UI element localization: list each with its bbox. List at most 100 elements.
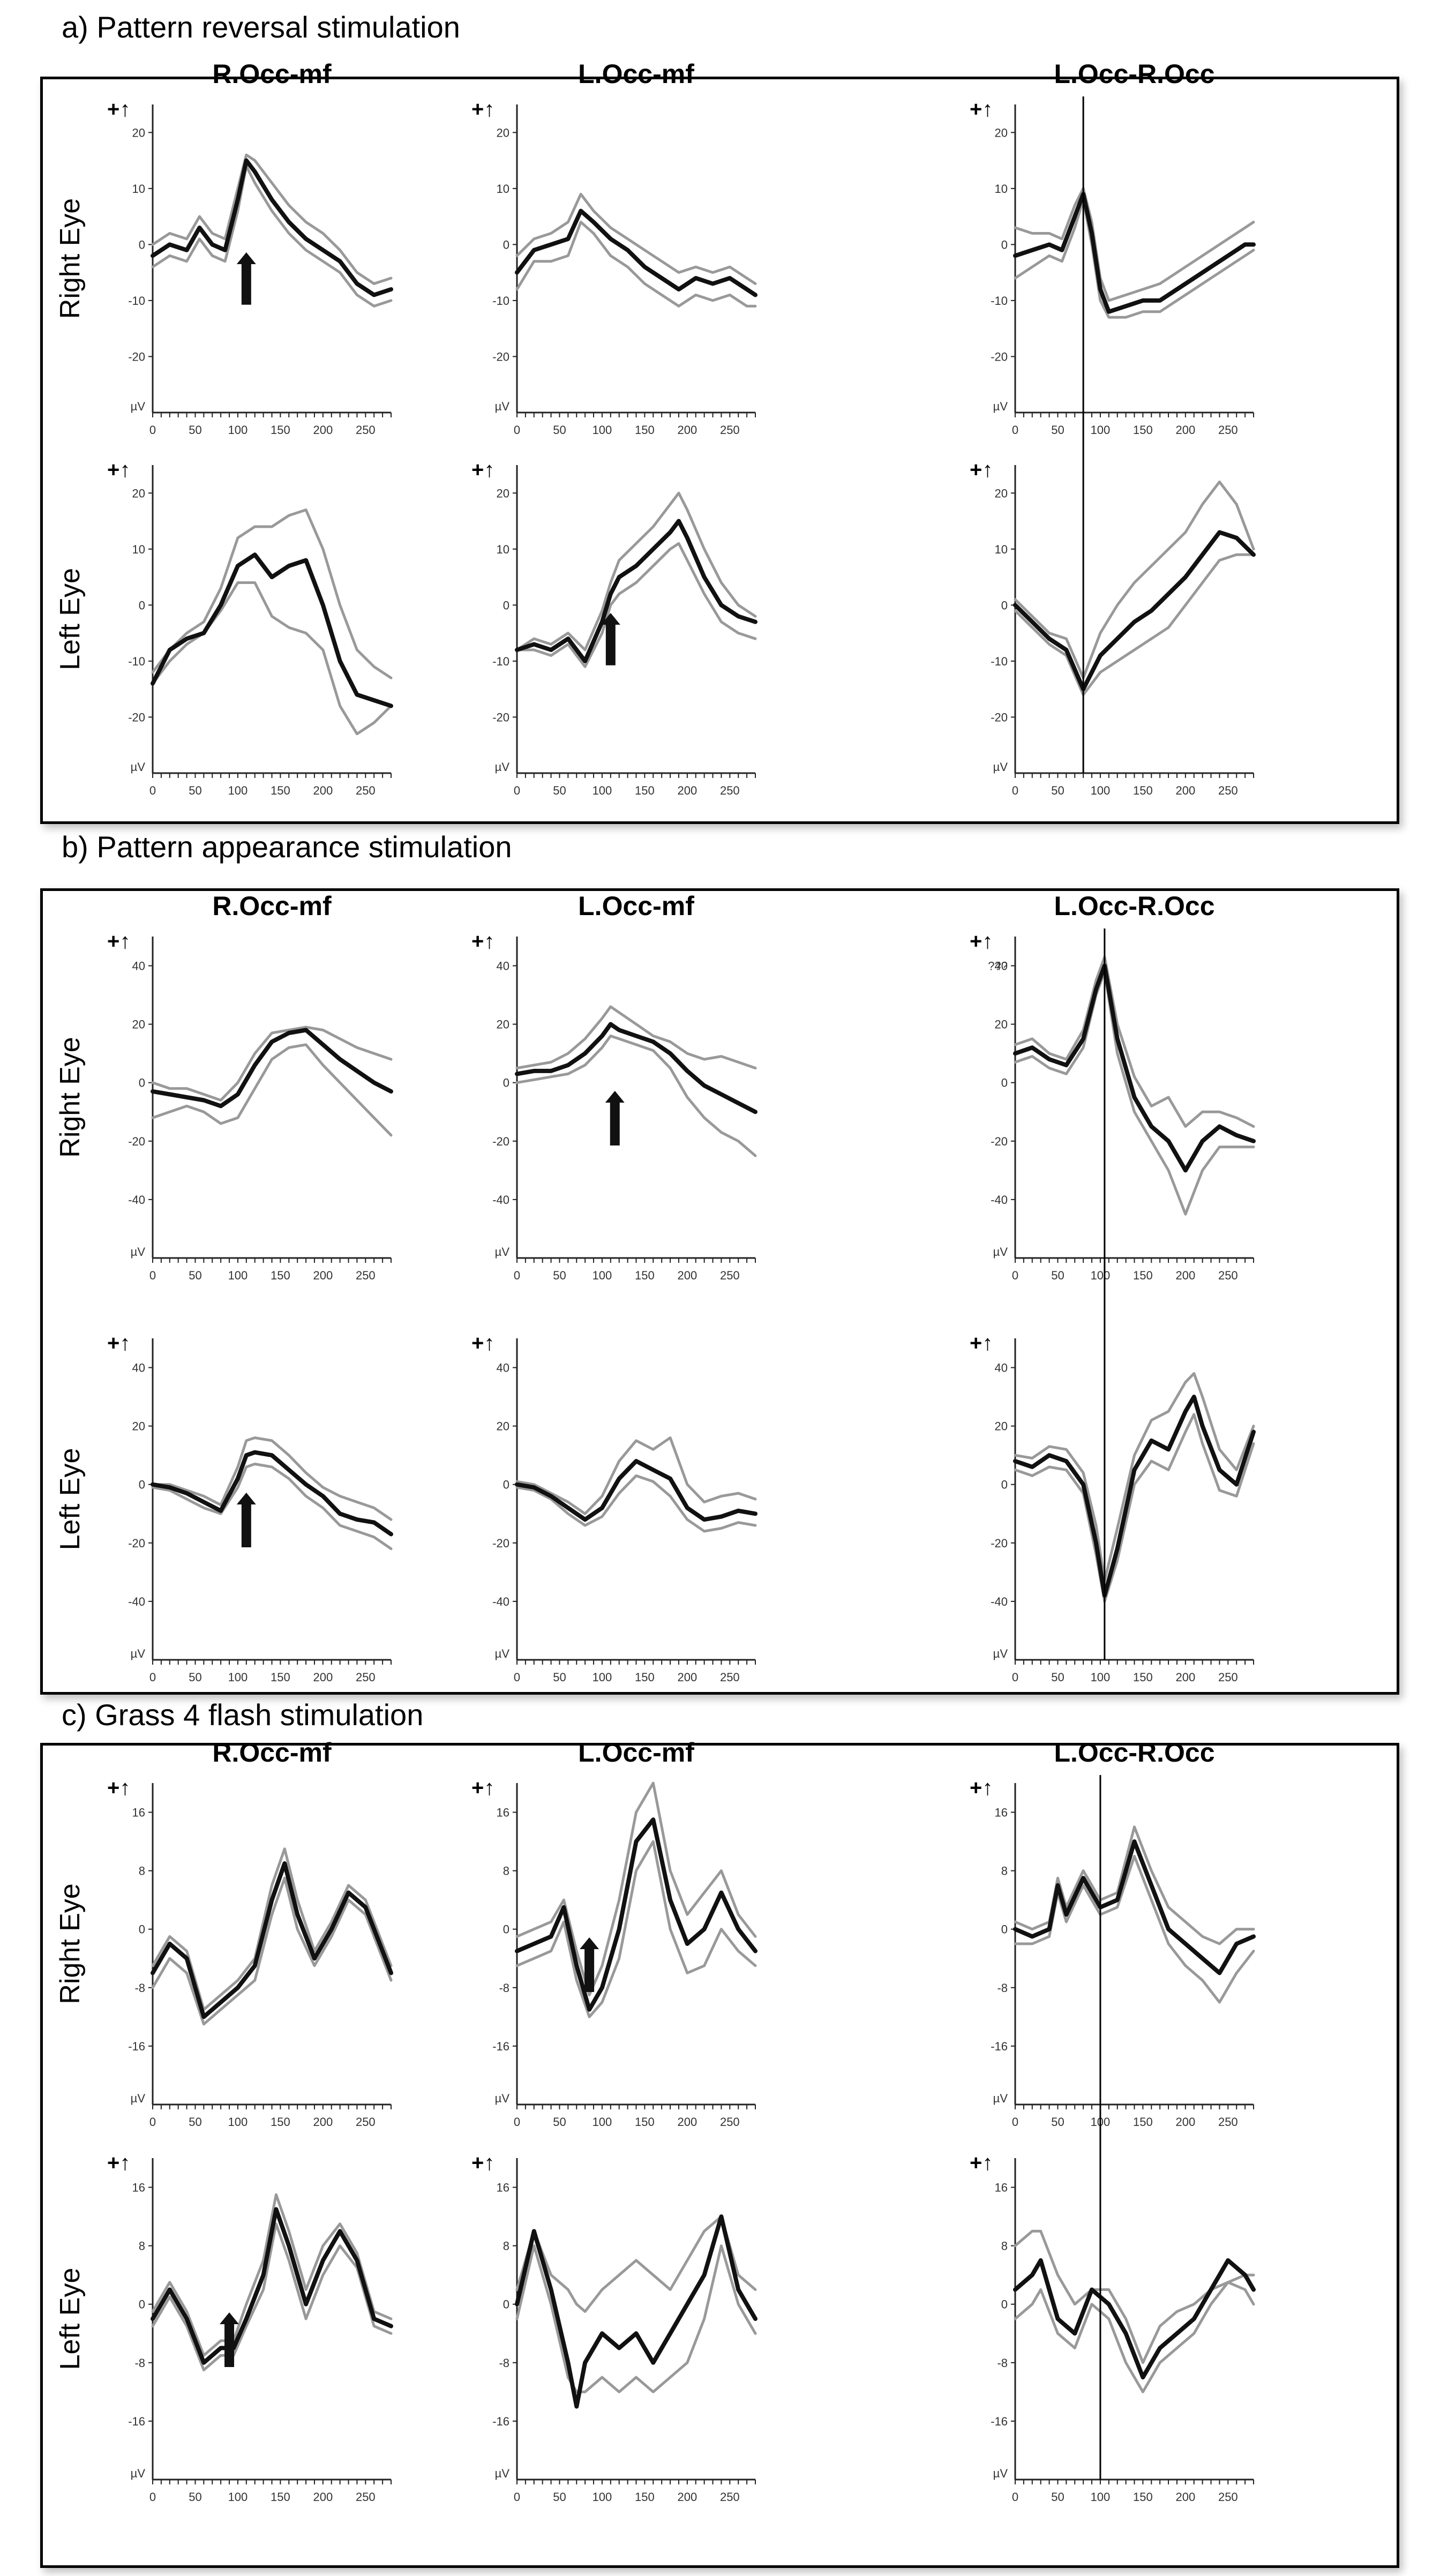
x-tick-label: 250 [356,1269,376,1282]
y-tick-label: 0 [139,598,145,612]
y-tick-label: -20 [492,350,509,363]
annotation: ??? [988,960,1008,973]
x-tick-label: 250 [720,1269,740,1282]
x-tick-label: 50 [189,2490,201,2504]
y-tick-label: 0 [503,2298,509,2311]
series-lower-line [1014,1413,1255,1603]
y-tick-label: -16 [991,2040,1008,2053]
y-tick-label: -10 [128,655,145,668]
y-tick-label: 20 [497,486,509,500]
series-lower-line [151,1043,393,1137]
chart-title: R.Occ-mf [212,891,332,921]
series-upper-line [515,1436,757,1515]
y-tick-label: 8 [1001,1864,1008,1878]
y-tick-label: 0 [139,1923,145,1936]
unit-label: µV [993,760,1008,774]
series-upper-line [515,491,757,652]
eye-label: Right Eye [55,198,86,319]
y-tick-label: 10 [497,182,509,196]
x-tick-label: 250 [1218,1671,1238,1684]
y-tick-label: 20 [132,1420,145,1433]
chart-title: L.Occ-R.Occ [1054,59,1214,89]
series-mean-line [151,552,393,708]
x-tick-label: 150 [635,784,655,797]
series-mean-line [515,2214,758,2409]
x-tick-label: 250 [356,2490,376,2504]
unit-label: µV [993,400,1008,413]
x-tick-label: 50 [553,1671,566,1684]
series-mean-line [151,2207,393,2365]
series-upper-line [515,1781,757,1996]
x-tick-label: 50 [189,784,201,797]
y-tick-label: -40 [128,1193,145,1207]
x-tick-label: 200 [677,1269,697,1282]
x-tick-label: 200 [313,784,333,797]
unit-label: µV [495,2092,510,2105]
x-tick-label: 200 [677,2115,697,2129]
y-tick-label: -16 [128,2415,145,2428]
x-tick-label: 200 [1175,784,1195,797]
x-tick-label: 0 [1012,423,1018,437]
x-tick-label: 50 [1051,2115,1064,2129]
x-tick-label: 100 [1091,423,1111,437]
y-tick-label: -10 [991,294,1008,308]
panel-box-b [40,888,1399,1695]
x-tick-label: 100 [592,1269,612,1282]
section-title-c: c) Grass 4 flash stimulation [62,1698,424,1732]
series-lower-line [515,542,757,668]
x-tick-label: 0 [1012,1671,1018,1684]
y-tick-label: 20 [497,1420,509,1433]
series-upper-line [515,192,757,285]
x-tick-label: 250 [720,2115,740,2129]
x-tick-label: 150 [1133,784,1153,797]
series-upper-line [151,153,393,285]
x-tick-label: 50 [189,1671,201,1684]
series-lower-line [515,1035,757,1157]
y-tick-label: -20 [492,1537,509,1550]
eye-label: Right Eye [55,1037,86,1157]
series-upper-line [1014,187,1255,302]
polarity-label: +↑ [970,930,993,953]
y-tick-label: 0 [139,1076,145,1090]
y-tick-label: -20 [492,710,509,724]
x-tick-label: 50 [553,2115,566,2129]
polarity-label: +↑ [107,2151,130,2175]
chart-title: L.Occ-R.Occ [1054,891,1214,921]
series-mean-line [151,158,393,297]
polarity-label: +↑ [471,98,494,121]
unit-label: µV [495,400,510,413]
polarity-label: +↑ [471,930,494,953]
series-lower-line [515,221,757,308]
y-tick-label: -20 [128,1135,145,1148]
series-mean-line [515,208,758,297]
x-tick-label: 150 [635,423,655,437]
y-tick-label: 20 [497,126,509,139]
chart-title: R.Occ-mf [212,1738,332,1768]
series-upper-line [151,1436,393,1521]
series-mean-line [1013,1395,1256,1598]
y-tick-label: 0 [139,238,145,251]
y-tick-label: 10 [132,182,145,196]
x-tick-label: 0 [1012,2115,1018,2129]
y-tick-label: -8 [997,1981,1008,1995]
series-lower-line [515,2244,757,2393]
y-tick-label: -40 [492,1193,509,1207]
x-tick-label: 200 [313,1269,333,1282]
series-upper-line [151,508,393,679]
x-tick-label: 0 [149,1671,156,1684]
x-tick-label: 100 [592,2490,612,2504]
series-mean-line [1013,1839,1256,1975]
x-tick-label: 100 [228,784,248,797]
x-tick-label: 150 [635,2115,655,2129]
x-tick-label: 0 [514,2115,520,2129]
series-lower-line [1014,970,1255,1216]
chart-title: L.Occ-mf [578,891,694,921]
y-tick-label: 10 [132,543,145,556]
x-tick-label: 0 [149,1269,156,1282]
x-tick-label: 50 [189,423,201,437]
unit-label: µV [495,1245,510,1259]
